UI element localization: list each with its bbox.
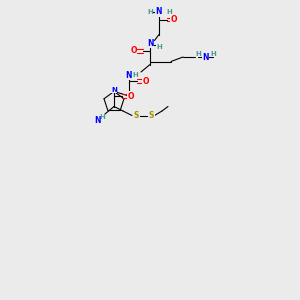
Text: S: S bbox=[149, 111, 154, 120]
Text: N: N bbox=[126, 70, 132, 80]
Text: N: N bbox=[202, 52, 209, 62]
Text: O: O bbox=[130, 46, 137, 56]
Text: S: S bbox=[134, 111, 139, 120]
Text: N: N bbox=[156, 8, 162, 16]
Text: N: N bbox=[111, 87, 117, 93]
Text: H: H bbox=[147, 9, 153, 15]
Text: H: H bbox=[132, 72, 138, 78]
Text: H: H bbox=[156, 44, 162, 50]
Text: O: O bbox=[127, 92, 134, 100]
Text: H: H bbox=[210, 51, 216, 57]
Text: N: N bbox=[147, 39, 153, 48]
Text: O: O bbox=[142, 76, 149, 85]
Text: O: O bbox=[171, 15, 177, 24]
Text: H: H bbox=[195, 51, 201, 57]
Text: H: H bbox=[167, 9, 172, 15]
Text: N: N bbox=[94, 116, 101, 124]
Text: H: H bbox=[99, 114, 105, 120]
